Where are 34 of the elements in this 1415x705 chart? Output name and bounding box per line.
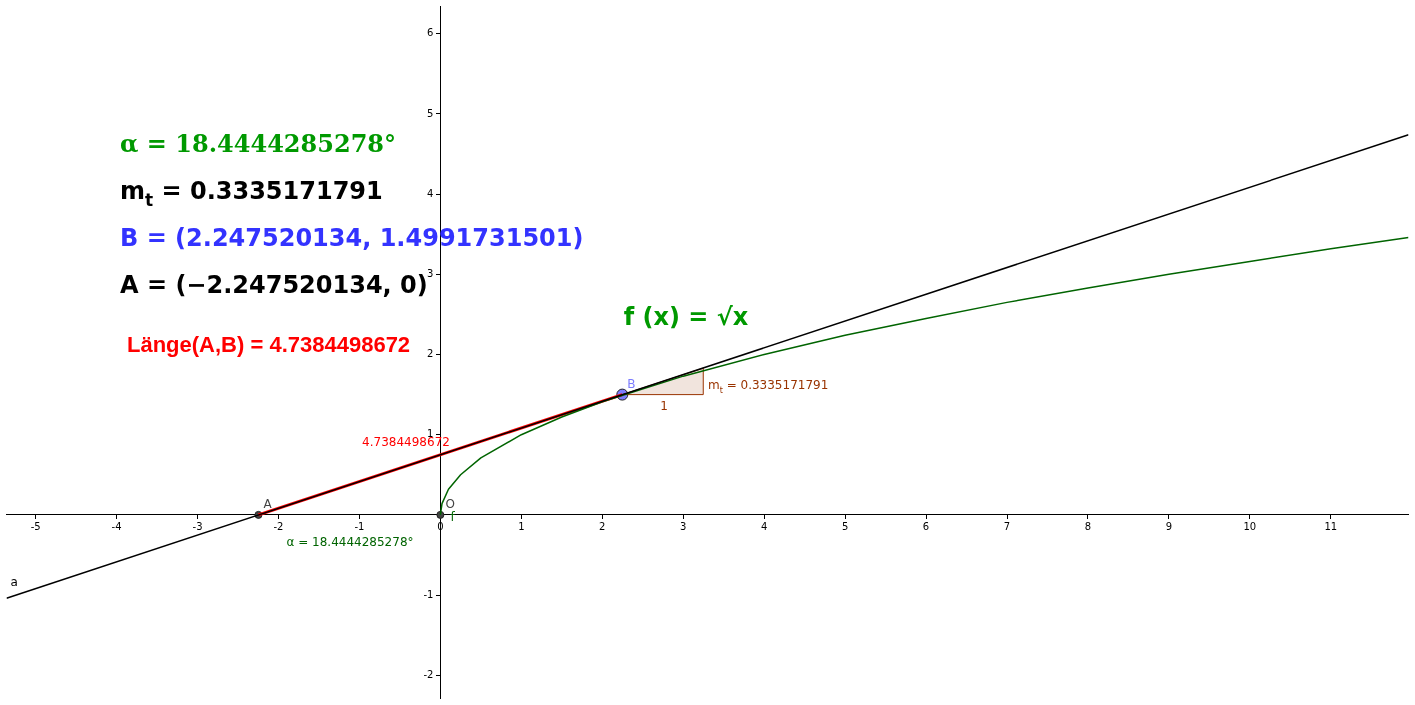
series-label: A <box>263 496 273 511</box>
x-tick-label: 4 <box>760 521 768 533</box>
x-tick-label: -2 <box>273 521 284 533</box>
x-tick-label: -5 <box>30 521 41 533</box>
y-tick-label: 6 <box>427 27 434 39</box>
annotation: 1 <box>660 399 668 413</box>
x-tick-label: 8 <box>1084 521 1092 533</box>
annotation: α = 18.4444285278° <box>120 129 397 158</box>
x-tick-label: 7 <box>1003 521 1011 533</box>
annotation: f (x) = √x <box>623 303 749 331</box>
x-tick-label: 5 <box>841 521 849 533</box>
series-label: f <box>450 509 456 524</box>
x-tick-label: -4 <box>111 521 122 533</box>
x-tick-label: 9 <box>1165 521 1173 533</box>
y-tick-label: 2 <box>427 348 434 360</box>
y-tick-label: -2 <box>423 668 434 680</box>
x-tick-label: 1 <box>518 521 525 533</box>
series-label: a <box>10 575 18 590</box>
x-tick-label: 3 <box>680 521 687 533</box>
annotation: Länge(A,B) = 4.7384498672 <box>127 332 411 357</box>
y-tick-label: 3 <box>427 267 434 279</box>
y-tick-label: 4 <box>427 187 434 199</box>
y-tick-label: -1 <box>423 588 434 600</box>
annotation: α = 18.4444285278° <box>286 535 414 549</box>
series-label: B <box>627 376 636 391</box>
y-tick-label: 5 <box>427 107 434 119</box>
x-tick-label: 6 <box>922 521 930 533</box>
x-tick-label: 11 <box>1324 521 1338 533</box>
x-tick-label: 2 <box>599 521 606 533</box>
x-tick-label: -3 <box>192 521 203 533</box>
x-tick-label: 10 <box>1243 521 1257 533</box>
annotation: A = (−2.247520134, 0) <box>120 271 428 299</box>
x-tick-label: -1 <box>354 521 365 533</box>
series-label: O <box>445 496 455 511</box>
